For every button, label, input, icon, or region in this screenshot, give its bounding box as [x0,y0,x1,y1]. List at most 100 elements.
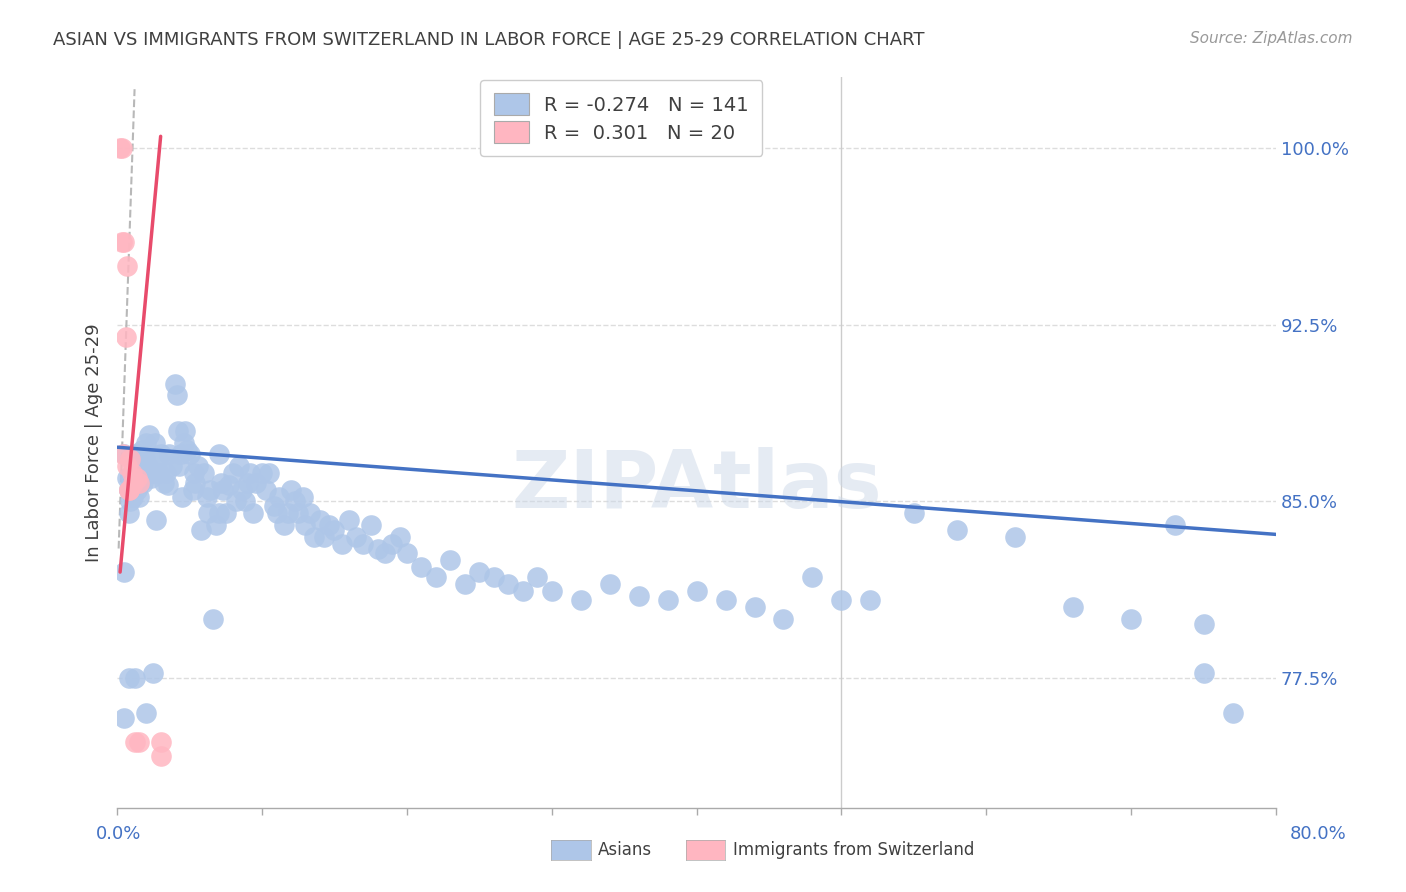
Point [627,589,650,603]
Point [215,506,238,520]
Legend: R = -0.274   N = 141, R =  0.301   N = 20: R = -0.274 N = 141, R = 0.301 N = 20 [479,80,762,156]
Point [148,466,170,480]
Point [1004,530,1026,544]
Point [166,388,188,402]
Point [1119,612,1142,626]
Point [117,259,139,273]
Point [197,506,219,520]
Point [121,483,143,497]
Point [540,583,562,598]
Point [118,483,141,497]
Point [183,466,205,480]
Point [569,593,592,607]
Point [124,459,146,474]
Point [236,475,259,490]
Point [242,506,264,520]
Point [228,459,250,474]
Point [207,447,229,461]
Point [174,424,197,438]
Text: Asians: Asians [598,841,651,859]
Point [167,424,190,438]
Point [277,506,299,520]
Text: 80.0%: 80.0% [1291,825,1347,843]
Point [269,490,291,504]
Point [160,459,183,474]
Point [129,454,152,468]
Point [468,565,491,579]
Point [124,734,146,748]
Point [110,235,132,250]
Point [254,483,277,497]
Point [259,466,281,480]
Point [225,494,247,508]
Point [187,459,209,474]
Point [122,490,145,504]
Point [294,518,316,533]
Point [131,442,153,457]
Point [155,466,177,480]
Point [173,435,195,450]
Point [121,466,143,480]
Point [314,530,336,544]
Point [124,447,146,461]
Point [263,499,285,513]
Point [222,466,245,480]
Point [233,494,256,508]
Point [128,734,150,748]
Point [125,475,148,490]
Point [115,329,138,343]
Point [156,478,179,492]
Point [114,235,136,250]
Point [903,506,925,520]
Point [128,447,150,461]
Point [388,530,411,544]
Point [120,471,142,485]
Point [117,459,139,474]
Point [184,475,207,490]
Point [239,466,262,480]
Point [1192,616,1215,631]
Point [439,553,461,567]
Point [744,600,766,615]
Y-axis label: In Labor Force | Age 25-29: In Labor Force | Age 25-29 [86,323,103,562]
Point [118,506,141,520]
Point [204,518,226,533]
Point [772,612,794,626]
Text: ZIPAtlas: ZIPAtlas [512,448,882,525]
Point [114,711,136,725]
Point [411,560,433,574]
Point [117,471,139,485]
Point [149,748,172,763]
Point [207,506,229,520]
Point [859,593,882,607]
Point [120,452,142,467]
Text: ASIAN VS IMMIGRANTS FROM SWITZERLAND IN LABOR FORCE | AGE 25-29 CORRELATION CHAR: ASIAN VS IMMIGRANTS FROM SWITZERLAND IN … [53,31,925,49]
Point [165,376,187,391]
Point [118,483,141,497]
Text: Source: ZipAtlas.com: Source: ZipAtlas.com [1189,31,1353,46]
Point [685,583,707,598]
Point [395,546,418,560]
Point [127,471,149,485]
Point [482,570,505,584]
Point [211,475,233,490]
Point [125,824,148,838]
Point [169,459,191,474]
Point [111,447,134,461]
Point [337,513,360,527]
Point [135,435,157,450]
Text: 0.0%: 0.0% [96,825,141,843]
Point [120,494,142,508]
Point [122,475,145,490]
Point [946,523,969,537]
Point [121,452,143,467]
Point [128,475,150,490]
Point [1222,706,1244,721]
Point [454,577,477,591]
Point [352,537,374,551]
Point [381,537,404,551]
Point [143,435,166,450]
Point [212,483,235,497]
Point [273,518,295,533]
Point [330,537,353,551]
